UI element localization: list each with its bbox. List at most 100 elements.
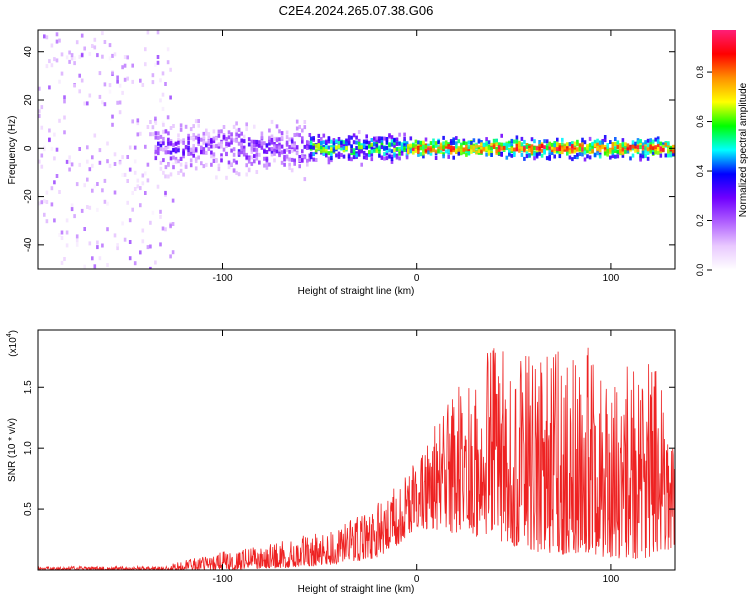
heatmap-cell-781 <box>337 140 341 145</box>
heatmap-cell-931 <box>390 142 394 147</box>
heatmap-cell-591 <box>268 128 271 133</box>
heatmap-cell-1274 <box>513 139 516 144</box>
heatmap-cell-1031 <box>424 137 428 142</box>
heatmap-cell-580 <box>265 165 269 170</box>
heatmap-cell-1647 <box>646 143 650 148</box>
heatmap-cell-482 <box>230 132 233 137</box>
heatmap-cell-1326 <box>530 146 534 151</box>
heatmap-cell-19 <box>45 219 49 224</box>
snr-xtick-label-0: 0 <box>414 574 420 585</box>
heatmap-cell-551 <box>255 152 259 157</box>
heatmap-cell-1443 <box>573 141 577 146</box>
heatmap-cell-17 <box>45 200 49 204</box>
heatmap-cell-930 <box>390 154 394 159</box>
heatmap-cell-826 <box>352 140 356 145</box>
heatmap-cell-1193 <box>482 143 486 148</box>
heatmap-cell-1431 <box>568 150 572 155</box>
heatmap-cell-932 <box>390 149 394 154</box>
heatmap-cell-133 <box>103 199 107 204</box>
heatmap-cell-635 <box>285 135 289 140</box>
heatmap-cell-267 <box>171 250 175 255</box>
heatmap-cell-1377 <box>550 151 554 155</box>
heatmap-cell-394 <box>197 123 200 128</box>
heatmap-cell-232 <box>154 152 157 157</box>
heatmap-cell-1227 <box>495 142 498 147</box>
heatmap-cell-1556 <box>614 141 617 146</box>
heatmap-cell-400 <box>200 137 203 142</box>
heatmap-cell-175 <box>126 179 129 183</box>
heatmap-cell-891 <box>375 143 379 148</box>
heatmap-cell-886 <box>375 138 379 143</box>
heatmap-cell-1451 <box>576 152 579 157</box>
heatmap-cell-155 <box>116 100 119 105</box>
heatmap-cell-1087 <box>444 149 448 154</box>
heatmap-cell-225 <box>151 73 155 78</box>
heatmap-cell-65 <box>70 56 74 61</box>
heatmap-cell-827 <box>352 151 356 156</box>
heatmap-cell-895 <box>378 136 381 141</box>
heatmap-cell-1022 <box>422 149 425 154</box>
heatmap-cell-1525 <box>603 135 607 139</box>
heatmap-cell-408 <box>202 150 206 155</box>
heatmap-cell-1040 <box>429 151 433 156</box>
heatmap-cell-737 <box>320 137 323 141</box>
heatmap-cell-563 <box>258 140 261 145</box>
heatmap-cell-536 <box>250 139 254 144</box>
heatmap-cell-1436 <box>571 157 574 162</box>
heatmap-cell-1389 <box>553 147 556 152</box>
heatmap-cell-97 <box>86 177 89 182</box>
heatmap-cell-1515 <box>598 141 602 145</box>
heatmap-cell-665 <box>295 151 299 156</box>
heatmap-cell-987 <box>409 145 413 150</box>
snr-panel: -100 0 100 0.5 1.0 1.5 Height of straight li… <box>6 329 676 595</box>
heatmap-cell-153 <box>113 190 117 195</box>
heatmap-cell-801 <box>342 140 346 145</box>
heatmap-cell-958 <box>400 149 404 153</box>
heatmap-cell-1375 <box>548 141 551 146</box>
heatmap-cell-769 <box>332 138 336 143</box>
heatmap-cell-372 <box>189 136 193 140</box>
heatmap-cell-865 <box>368 153 371 158</box>
heatmap-cell-735 <box>320 141 323 145</box>
heatmap-cell-947 <box>395 155 399 160</box>
heatmap-cell-907 <box>383 136 386 141</box>
heatmap-cell-81 <box>78 73 81 78</box>
heatmap-cell-402 <box>200 161 203 166</box>
heatmap-cell-219 <box>146 178 150 183</box>
heatmap-cell-1086 <box>444 144 448 149</box>
heatmap-cell-186 <box>131 79 134 84</box>
heatmap-cell-13 <box>43 199 46 204</box>
heatmap-cell-929 <box>390 139 394 144</box>
heatmap-cell-53 <box>63 130 66 135</box>
heatmap-cell-1056 <box>434 156 438 160</box>
heatmap-cell-381 <box>192 137 195 142</box>
heatmap-cell-303 <box>164 129 168 134</box>
heatmap-cell-72 <box>73 56 76 61</box>
heatmap-cell-223 <box>149 120 152 124</box>
heatmap-cell-1449 <box>576 139 579 144</box>
heatmap-cell-549 <box>253 147 256 152</box>
heatmap-cell-306 <box>167 131 170 136</box>
heatmap-cell-166 <box>121 65 124 70</box>
heatmap-cell-453 <box>220 153 223 158</box>
heatmap-cell-66 <box>70 203 74 208</box>
heatmap-cell-349 <box>182 138 185 143</box>
snr-y-label: SNR (10 * v/v) <box>7 418 18 482</box>
heatmap-cell-1078 <box>442 135 445 140</box>
heatmap-cell-265 <box>171 222 175 226</box>
heatmap-cell-878 <box>370 142 374 147</box>
heatmap-cell-571 <box>263 141 266 146</box>
heatmap-cell-1463 <box>581 152 584 157</box>
heatmap-cell-849 <box>360 149 363 154</box>
heatmap-cell-122 <box>98 256 102 261</box>
heatmap-cell-362 <box>187 133 190 138</box>
heatmap-cell-1429 <box>568 147 572 152</box>
heatmap-cell-469 <box>225 175 228 180</box>
heatmap-cell-389 <box>197 142 200 146</box>
heatmap-cell-188 <box>131 63 134 68</box>
heatmap-cell-762 <box>330 147 333 152</box>
heatmap-cell-144 <box>108 163 112 168</box>
heatmap-cell-1303 <box>523 146 526 151</box>
heatmap-cell-1067 <box>437 140 440 145</box>
heatmap-cell-235 <box>156 55 160 59</box>
